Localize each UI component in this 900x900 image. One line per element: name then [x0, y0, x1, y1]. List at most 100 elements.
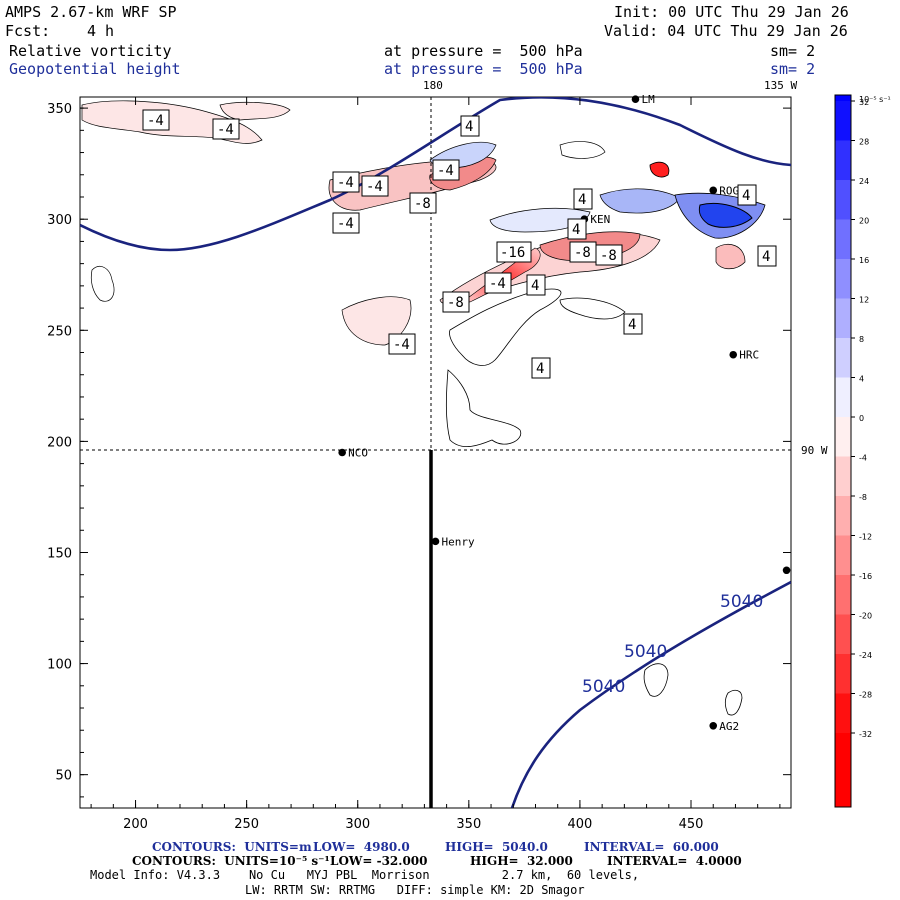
fcst-label: Fcst: — [5, 22, 51, 40]
colorbar-tick-label: -12 — [859, 533, 872, 542]
colorbar-swatch — [835, 496, 851, 536]
contour-label: 4 — [526, 274, 546, 296]
contour-label: 4 — [757, 245, 777, 267]
footer-contours-height-low: LOW= 4980.0 — [313, 840, 410, 854]
field1-smoothing: sm= 2 — [770, 42, 816, 60]
station-label: AG2 — [719, 720, 739, 733]
contour-label-text: -16 — [500, 245, 525, 261]
contour-label: -4 — [332, 171, 360, 193]
contour-label-text: -4 — [337, 175, 354, 191]
colorbar-tick-label: -8 — [859, 493, 867, 502]
contour-label: 4 — [573, 188, 593, 210]
footer-contours-vort: CONTOURS: UNITS=10⁻⁵ s⁻¹ — [132, 854, 330, 868]
contour-label-text: -4 — [437, 163, 454, 179]
colorbar-swatch — [835, 417, 851, 457]
contour-label-text: -4 — [217, 122, 234, 138]
contour-label: 4 — [737, 184, 757, 206]
colorbar-tick-label: 8 — [859, 335, 864, 344]
vorticity-contour-labels: -4 -4 4 -4 -4 -4 -8 -4 4 4 -16 -8 -8 -4 … — [142, 109, 777, 379]
contour-label: -4 — [142, 109, 170, 131]
contour-label: -8 — [595, 244, 623, 266]
colorbar-tick-label: -32 — [859, 730, 872, 739]
footer-contours-vort-interval: INTERVAL= 4.0000 — [607, 854, 742, 868]
station-label: ROG — [719, 184, 739, 197]
colorbar-swatch — [835, 140, 851, 180]
contour-label: -4 — [388, 333, 416, 355]
init-time: Init: 00 UTC Thu 29 Jan 26 — [614, 3, 849, 21]
colorbar-swatch — [835, 180, 851, 220]
y-tick-label: 100 — [47, 658, 72, 673]
field2-level: at pressure = 500 hPa — [384, 60, 583, 78]
field1-name: Relative vorticity — [9, 42, 172, 60]
field2-smoothing: sm= 2 — [770, 60, 816, 78]
contour-label-text: -4 — [366, 179, 383, 195]
x-tick-label: 200 — [123, 817, 148, 832]
plot-frame — [79, 96, 792, 809]
height-label: 5040 — [624, 642, 667, 662]
contour-label-text: -8 — [414, 196, 431, 212]
station-marker — [782, 566, 791, 575]
colorbar-swatch — [835, 298, 851, 338]
x-tick-label: 250 — [234, 817, 259, 832]
y-tick-label: 50 — [55, 769, 72, 784]
lon-label-180: 180 — [423, 79, 443, 92]
colorbar-tick-label: 16 — [859, 256, 869, 265]
contour-label-text: 4 — [465, 119, 473, 135]
colorbar-swatch-min — [835, 733, 851, 807]
colorbar-tick-label: -4 — [859, 454, 867, 463]
contour-label-text: 4 — [578, 192, 586, 208]
valid-time: Valid: 04 UTC Thu 29 Jan 26 — [604, 22, 848, 40]
contour-label-text: -4 — [489, 276, 506, 292]
colorbar-tick-label: 24 — [859, 177, 869, 186]
station-marker — [431, 537, 440, 546]
contour-label: -4 — [432, 159, 460, 181]
colorbar-swatch — [835, 456, 851, 496]
station-marker — [729, 350, 738, 359]
footer-model-info: Model Info: V4.3.3 No Cu MYJ PBL Morriso… — [90, 868, 640, 882]
colorbar-tick-label: 28 — [859, 138, 869, 147]
contour-label: -16 — [496, 241, 532, 263]
model-title: AMPS 2.67-km WRF SP — [5, 3, 177, 21]
station-markers: NCO Henry HRC KEN AG2 ROG LM — [338, 93, 791, 733]
footer-physics-info: LW: RRTM SW: RRTMG DIFF: simple KM: 2D S… — [245, 883, 585, 897]
colorbar-tick-label: -24 — [859, 651, 872, 660]
contour-label: 4 — [531, 357, 551, 379]
colorbar-tick-label: 12 — [859, 296, 869, 305]
colorbar-swatch — [835, 377, 851, 417]
field2-name: Geopotential height — [9, 60, 181, 78]
y-tick-label: 200 — [47, 435, 72, 450]
contour-label-text: -8 — [447, 295, 464, 311]
height-label: 5040 — [720, 592, 763, 612]
footer-contours-height: CONTOURS: UNITS=m — [152, 840, 312, 854]
fcst-value: 4 h — [87, 22, 115, 40]
height-contour-upper — [80, 97, 791, 252]
x-tick-label: 300 — [345, 817, 370, 832]
field1-level: at pressure = 500 hPa — [384, 42, 583, 60]
colorbar-swatch — [835, 101, 851, 141]
contour-label: -8 — [442, 291, 470, 313]
lon-label-135w: 135 W — [764, 79, 798, 92]
station-marker — [709, 721, 718, 730]
x-tick-label: 350 — [456, 817, 481, 832]
contour-label: -4 — [332, 212, 360, 234]
colorbar-swatch — [835, 614, 851, 654]
contour-label-text: 4 — [628, 317, 636, 333]
height-contour-5040 — [510, 580, 791, 808]
lon-label-90w: 90 W — [801, 444, 828, 457]
footer-contours-height-high: HIGH= 5040.0 — [445, 840, 548, 854]
contour-label-text: -4 — [393, 337, 410, 353]
contour-label-text: -8 — [600, 248, 617, 264]
colorbar-tick-label: 20 — [859, 217, 869, 226]
colorbar-swatch-max — [835, 95, 851, 101]
contour-label: 4 — [623, 313, 643, 335]
contour-label-text: 4 — [572, 222, 580, 238]
contour-label: 4 — [567, 218, 587, 240]
station-label: Henry — [442, 535, 475, 548]
footer-contours-vort-high: HIGH= 32.000 — [470, 854, 573, 868]
station-label: HRC — [739, 349, 759, 362]
contour-label-text: -4 — [147, 113, 164, 129]
colorbar-tick-label: -16 — [859, 572, 872, 581]
colorbar: 32 28 24 20 16 12 8 4 0 -4 -8 -12 -16 -20 -24 -28 -32 10… — [834, 94, 891, 808]
station-label: LM — [641, 93, 655, 106]
